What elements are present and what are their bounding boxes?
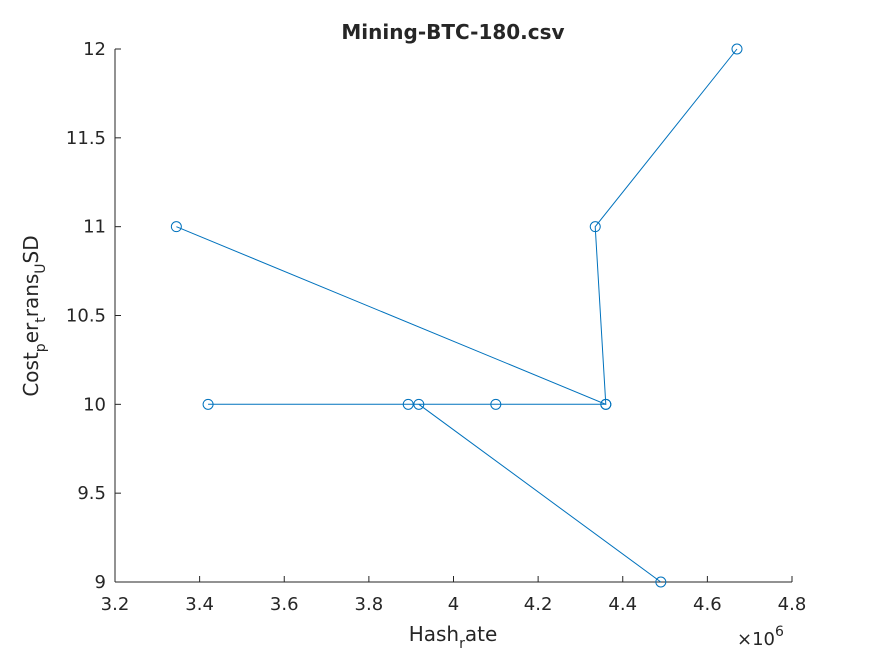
x-tick-label: 3.6 — [270, 594, 299, 615]
x-tick-label: 3.4 — [185, 594, 214, 615]
y-axis-label: CostpertransUSD — [19, 235, 49, 396]
x-tick-label: 3.8 — [355, 594, 384, 615]
x-tick-label: 3.2 — [101, 594, 130, 615]
x-tick-label: 4.8 — [778, 594, 807, 615]
plot-area — [115, 49, 792, 582]
y-tick-label: 10 — [83, 394, 106, 415]
x-ticks: 3.2 3.4 3.6 3.8 4 4.2 4.4 4.6 4.8 — [101, 576, 807, 615]
data-point — [600, 398, 612, 410]
x-tick-label: 4.2 — [524, 594, 553, 615]
data-point — [490, 398, 502, 410]
y-tick-label: 11 — [83, 217, 106, 238]
y-ticks: 9 9.5 10 10.5 11 11.5 12 — [66, 39, 121, 593]
x-tick-label: 4.4 — [608, 594, 637, 615]
x-tick-label: 4 — [448, 594, 459, 615]
data-point — [731, 43, 743, 55]
x-tick-label: 4.6 — [693, 594, 722, 615]
data-point — [413, 398, 425, 410]
data-point — [655, 576, 667, 588]
data-point — [202, 398, 214, 410]
x-exponent-label: ×106 — [737, 624, 784, 650]
series-layer — [170, 43, 743, 588]
chart-title: Mining-BTC-180.csv — [341, 20, 564, 44]
y-tick-label: 9 — [95, 572, 106, 593]
y-tick-label: 9.5 — [77, 483, 106, 504]
data-point — [402, 398, 414, 410]
y-tick-label: 10.5 — [66, 306, 106, 327]
x-axis-label: Hashrate — [409, 622, 498, 652]
x-exponent-power: 6 — [775, 624, 784, 640]
x-exponent-base: ×10 — [737, 629, 775, 650]
data-point — [170, 221, 182, 233]
y-tick-label: 11.5 — [66, 128, 106, 149]
y-tick-label: 12 — [83, 39, 106, 60]
data-point — [589, 221, 601, 233]
